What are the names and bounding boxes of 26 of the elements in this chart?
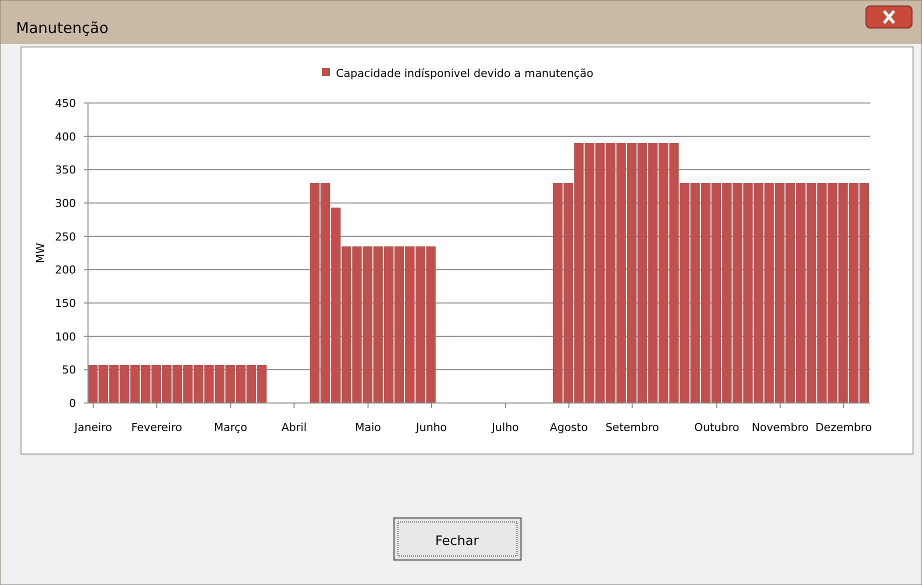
y-tick-label: 100 (55, 330, 76, 344)
chart-title: Manutenção (16, 19, 108, 37)
y-tick-label: 50 (62, 364, 76, 377)
x-tick-label: Março (214, 421, 248, 434)
y-tick-label: 400 (55, 130, 76, 144)
x-tick-label: Setembro (605, 421, 660, 434)
x-tick-label: Agosto (550, 421, 588, 434)
x-tick-label: Maio (355, 421, 382, 434)
y-tick-label: 150 (55, 297, 76, 310)
y-tick-label: 350 (55, 164, 76, 177)
y-tick-label: 250 (55, 230, 76, 244)
text: Fechar (435, 534, 480, 549)
x-tick-label: Julho (490, 421, 520, 434)
x-tick-label: Janeiro (73, 421, 112, 434)
y-tick-label: 200 (55, 264, 76, 277)
x-tick-label: Dezembro (815, 421, 872, 434)
x-tick-label: Outubro (694, 421, 740, 434)
y-tick-label: 300 (55, 197, 76, 210)
y-tick-label: 450 (55, 97, 76, 110)
y-axis-title: MW (34, 242, 47, 264)
x-tick-label: Novembro (752, 421, 809, 434)
legend-label: Capacidade indísponivel devido a manutenção (336, 67, 594, 80)
x-tick-label: Fevereiro (131, 421, 182, 434)
x-tick-label: Abril (281, 421, 307, 434)
y-tick-label: 0 (69, 397, 76, 410)
x-tick-label: Junho (415, 421, 448, 434)
